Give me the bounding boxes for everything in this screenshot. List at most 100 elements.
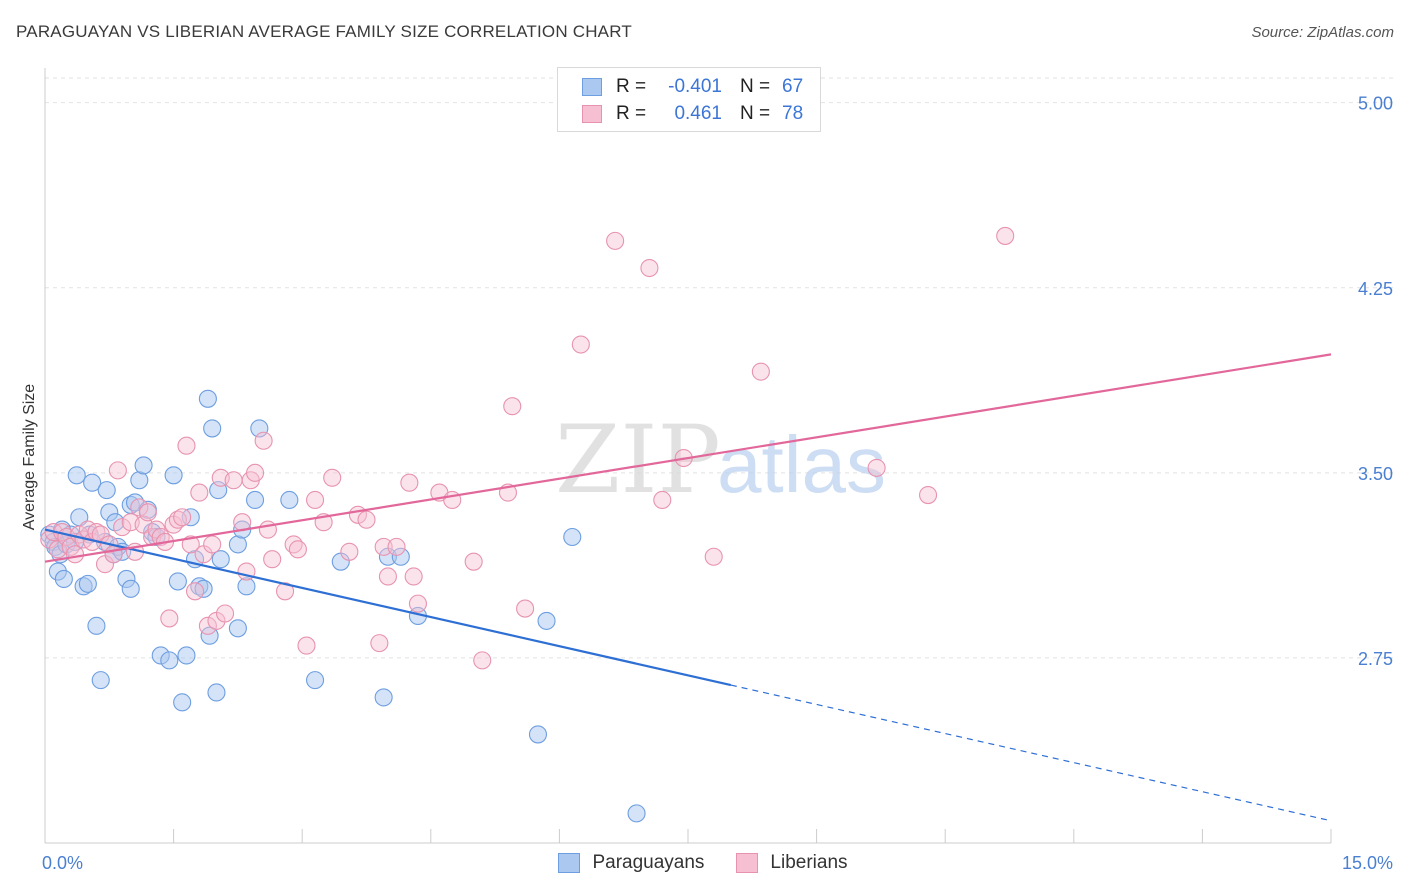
n-value: 67 — [782, 76, 804, 97]
paraguayans-point — [563, 527, 582, 547]
correlation-legend: R = -0.401 N = 67 R = 0.461 N = 78 — [557, 67, 821, 132]
liberians-point — [867, 458, 886, 477]
paraguayans-point — [528, 725, 548, 744]
y-tick-label: 4.25 — [1358, 279, 1393, 299]
paraguayans-point — [237, 577, 256, 596]
r-label: R = — [616, 76, 647, 97]
liberians-point — [297, 636, 316, 655]
paraguayans-point — [168, 572, 187, 591]
r-label: R = — [616, 103, 647, 124]
axes — [44, 68, 1332, 844]
watermark: ZIP atlas — [555, 406, 886, 515]
liberians-point — [370, 634, 389, 653]
liberians-swatch — [736, 853, 759, 873]
paraguayans-swatch — [558, 853, 581, 873]
paraguayans-point — [391, 547, 410, 566]
liberians-point — [224, 471, 243, 490]
liberians-point — [113, 518, 132, 537]
liberians-point — [464, 552, 483, 571]
paraguayans-point — [87, 616, 106, 635]
liberians-point — [138, 503, 157, 522]
paraguayans-point — [134, 456, 153, 475]
trend-lines — [44, 353, 1332, 822]
paraguayans-trend-line — [44, 528, 732, 687]
liberians-point — [374, 537, 393, 556]
liberians-point — [130, 498, 149, 517]
liberians-point — [404, 567, 423, 586]
paraguayans-point — [280, 490, 299, 510]
legend-row-paraguayans: R = -0.401 N = 67 — [582, 75, 803, 99]
y-tick-label: 3.50 — [1358, 464, 1393, 484]
liberians-swatch — [582, 105, 602, 123]
paraguayans-point — [207, 683, 226, 702]
paraguayans-point — [164, 466, 183, 485]
paraguayans-point — [211, 550, 230, 569]
r-value: -0.401 — [668, 76, 722, 97]
liberians-trend-line — [44, 353, 1332, 563]
liberians-point — [323, 468, 342, 487]
paraguayans-point — [245, 490, 265, 510]
liberians-point — [203, 535, 222, 554]
liberians-points — [40, 226, 1015, 670]
y-tick-label: 2.75 — [1358, 649, 1393, 669]
watermark-atlas: atlas — [717, 420, 886, 509]
liberians-point — [108, 461, 127, 480]
liberians-point — [177, 436, 196, 455]
liberians-point — [357, 510, 376, 529]
source-note: Source: ZipAtlas.com — [1251, 24, 1394, 41]
liberians-point — [190, 483, 209, 502]
paraguayans-point — [198, 389, 217, 408]
x-tick-label: 15.0% — [1342, 853, 1393, 873]
n-label: N = — [740, 76, 771, 97]
paraguayans-point — [537, 611, 556, 630]
liberians-point — [378, 567, 397, 586]
paraguayans-point — [54, 569, 73, 589]
watermark-zip: ZIP — [555, 406, 721, 515]
paraguayans-point — [374, 688, 393, 707]
paraguayans-point — [160, 651, 179, 670]
r-value: 0.461 — [674, 103, 722, 124]
paraguayans-point — [121, 579, 140, 598]
legend-row-liberians: R = 0.461 N = 78 — [582, 102, 803, 126]
liberians-point — [245, 463, 265, 482]
liberians-point — [996, 226, 1015, 245]
liberians-point — [640, 258, 659, 278]
n-label: N = — [740, 103, 771, 124]
paraguayans-point — [627, 804, 646, 823]
liberians-point — [571, 335, 590, 354]
liberians-point — [288, 540, 307, 559]
liberians-point — [173, 508, 192, 527]
y-tick-label: 5.00 — [1358, 94, 1393, 114]
series-legend: Paraguayans Liberians — [0, 852, 1406, 874]
liberians-point — [104, 545, 123, 564]
liberians-point — [258, 520, 277, 539]
liberians-point — [503, 397, 522, 416]
legend-item-liberians: Liberians — [736, 852, 848, 874]
paraguayans-point — [83, 473, 102, 492]
paraguayans-point — [306, 671, 325, 690]
paraguayans-point — [203, 419, 222, 438]
liberians-point — [653, 490, 672, 510]
liberians-point — [185, 582, 205, 601]
liberians-point — [65, 545, 85, 564]
liberians-point — [340, 542, 359, 561]
liberians-point — [198, 616, 217, 635]
paraguayans-point — [177, 646, 196, 665]
n-value: 78 — [782, 103, 804, 124]
liberians-point — [704, 547, 723, 566]
liberians-point — [516, 599, 535, 618]
paraguayans-point — [173, 693, 192, 712]
paraguayans-point — [97, 481, 116, 500]
liberians-point — [254, 431, 273, 450]
paraguayans-point — [91, 671, 110, 690]
paraguayans-point — [147, 527, 166, 547]
paraguayans-points — [40, 389, 646, 823]
legend-item-paraguayans: Paraguayans — [558, 852, 704, 874]
y-tick-labels: 2.75 3.50 4.25 5.00 — [1358, 94, 1393, 669]
liberians-point — [215, 604, 235, 623]
y-axis-label: Average Family Size — [21, 384, 38, 531]
paraguayans-point — [78, 574, 97, 593]
chart-title: PARAGUAYAN VS LIBERIAN AVERAGE FAMILY SI… — [16, 22, 632, 41]
liberians-point — [919, 485, 938, 505]
